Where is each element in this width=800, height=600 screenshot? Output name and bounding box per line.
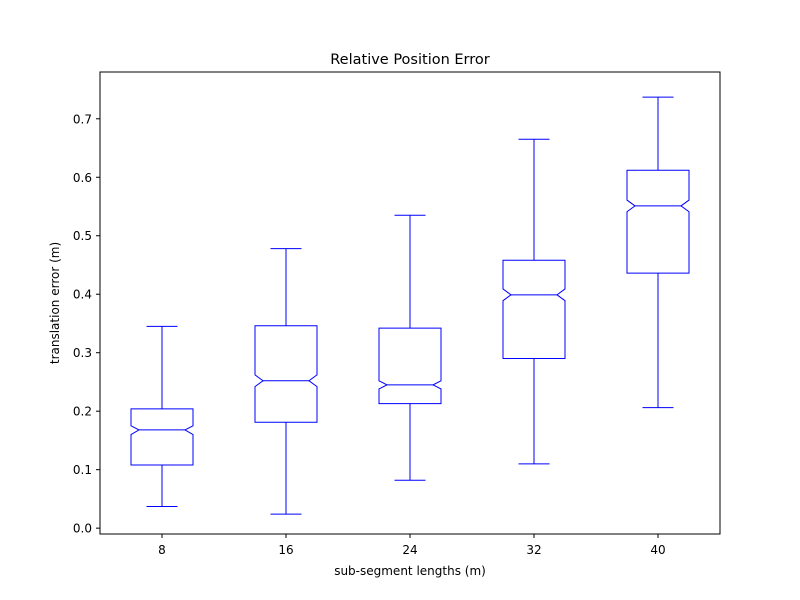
x-tick-label: 24 [402,543,417,557]
y-tick-label: 0.7 [73,112,92,126]
y-tick-label: 0.2 [73,405,92,419]
box-8 [130,408,194,466]
y-tick-label: 0.3 [73,346,92,360]
x-tick-label: 40 [650,543,665,557]
box-16 [254,325,318,423]
y-tick-label: 0.4 [73,288,92,302]
y-axis-label: translation error (m) [48,242,62,364]
chart-title: Relative Position Error [330,52,490,68]
box-40 [626,169,690,274]
y-tick-label: 0.6 [73,171,92,185]
axes-frame [99,71,721,535]
box-24 [378,327,442,405]
y-tick-label: 0.5 [73,229,92,243]
x-axis-label: sub-segment lengths (m) [334,564,486,578]
box-32 [502,259,566,360]
x-tick-label: 8 [158,543,166,557]
x-tick-label: 32 [526,543,541,557]
y-tick-label: 0.1 [73,463,92,477]
x-tick-label: 16 [278,543,293,557]
y-tick-label: 0.0 [73,522,92,536]
plot-area: 0.0 0.1 0.2 0.3 0.4 0.5 0.6 0.7 8 16 24 32 40 [73,96,690,557]
